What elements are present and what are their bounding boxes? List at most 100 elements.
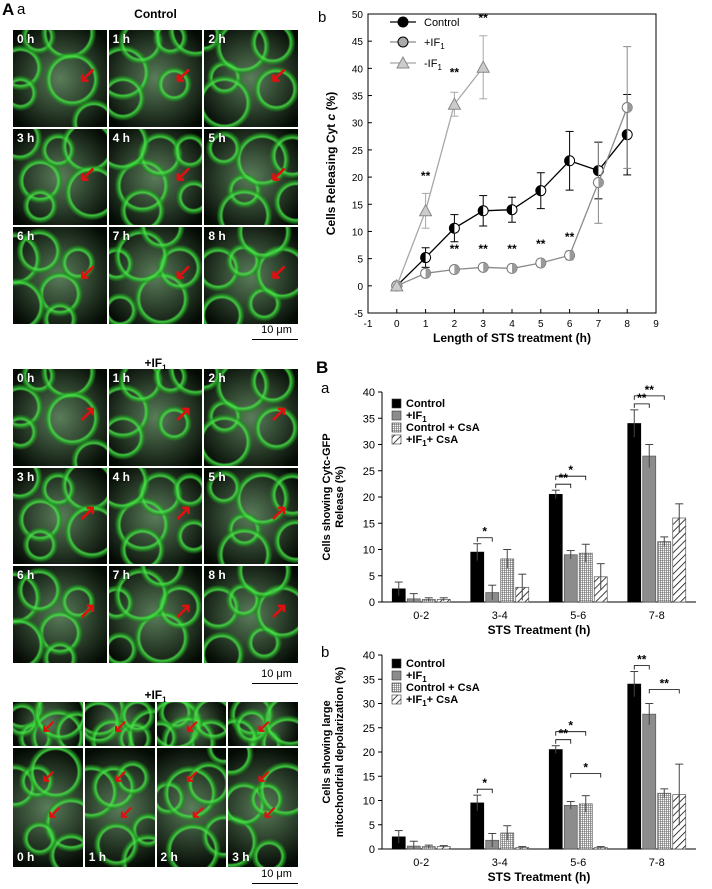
micrograph-title-control: Control xyxy=(134,7,177,21)
data-point-fill xyxy=(483,262,489,273)
timepoint-label: 0 h xyxy=(17,371,35,385)
series-line xyxy=(396,66,484,287)
y-tick-label: 15 xyxy=(352,200,364,211)
red-arrow-icon: ↙ xyxy=(269,160,288,186)
x-tick-label: 7 xyxy=(596,319,602,330)
y-tick-label: 40 xyxy=(352,64,364,75)
bar xyxy=(627,683,642,850)
legend-swatch xyxy=(391,658,402,669)
red-arrow-icon: ↙ xyxy=(256,716,272,736)
red-arrow-icon: ↙ xyxy=(184,766,200,786)
x-axis-label: Length of STS treatment (h) xyxy=(433,331,591,345)
micrograph-grid-if1-zoom: ↙ 0 h ↙ ↙ ↙ 1 h ↙ ↙ ↙ 2 h ↙ ↙ ↙ 3 h ↙ ↙ xyxy=(13,702,298,867)
scale-bar xyxy=(252,883,298,884)
y-tick-label: 40 xyxy=(363,650,375,662)
legend-label: Control xyxy=(424,17,459,29)
significance-bracket xyxy=(570,773,602,778)
significance-bracket xyxy=(555,731,587,736)
red-arrow-icon: ↙ xyxy=(262,802,278,822)
data-point-fill xyxy=(569,250,575,261)
bar xyxy=(642,455,657,603)
red-arrow-icon: ↙ xyxy=(184,716,200,736)
category-label: 3-4 xyxy=(492,610,508,622)
timepoint-label: 0 h xyxy=(17,32,35,46)
y-axis-label: Cells showing large xyxy=(321,700,333,803)
bar xyxy=(657,792,672,850)
y-tick-label: 25 xyxy=(363,466,375,478)
bar xyxy=(563,554,578,603)
bar xyxy=(657,541,672,603)
red-arrow-icon: ↗ xyxy=(269,499,288,525)
x-tick-label: 3 xyxy=(480,319,486,330)
data-point-fill xyxy=(449,223,455,234)
legend-label: Control xyxy=(406,398,445,410)
y-tick-label: 30 xyxy=(363,699,375,711)
legend-label: +IF1+ CsA xyxy=(406,434,458,448)
legend-swatch xyxy=(391,398,402,409)
significance-label: ** xyxy=(637,652,647,666)
micrograph-tile: ↙ xyxy=(13,702,83,746)
bar xyxy=(548,494,563,603)
data-point-fill xyxy=(478,205,484,216)
x-tick-label: 4 xyxy=(509,319,515,330)
micrograph-tile: 4 h ↙ xyxy=(108,128,203,226)
red-arrow-icon: ↙ xyxy=(41,716,57,736)
significance-label: ** xyxy=(450,66,460,80)
y-tick-label: 50 xyxy=(352,10,364,21)
legend-label: +IF1+ CsA xyxy=(406,694,458,708)
y-tick-label: 35 xyxy=(363,413,375,425)
category-label: 7-8 xyxy=(649,857,665,869)
y-tick-label: 40 xyxy=(363,387,375,399)
micrograph-tile: 2 h ↗ xyxy=(204,369,298,466)
y-tick-label: 15 xyxy=(363,771,375,783)
panel-label-b: B xyxy=(316,358,329,377)
timepoint-label: 5 h xyxy=(208,469,226,484)
significance-label: ** xyxy=(660,677,670,691)
significance-label: ** xyxy=(645,383,655,397)
red-arrow-icon: ↗ xyxy=(173,598,193,624)
red-arrow-icon: ↙ xyxy=(256,766,272,786)
data-point xyxy=(476,60,491,73)
red-arrow-icon: ↗ xyxy=(269,401,288,426)
red-arrow-icon: ↙ xyxy=(112,766,128,786)
x-tick-label: 5 xyxy=(538,319,544,330)
timepoint-label: 7 h xyxy=(112,568,130,583)
red-arrow-icon: ↗ xyxy=(269,598,288,624)
timepoint-label: 1 h xyxy=(112,371,130,385)
subpanel-label-bb: b xyxy=(321,644,330,661)
legend-marker xyxy=(396,55,410,69)
timepoint-label: 8 h xyxy=(208,229,226,244)
y-tick-label: 0 xyxy=(369,844,375,856)
subpanel-label-aa: a xyxy=(17,1,26,18)
red-arrow-icon: ↙ xyxy=(78,259,97,285)
y-tick-label: 30 xyxy=(352,119,364,130)
y-tick-label: 5 xyxy=(357,255,363,266)
category-label: 3-4 xyxy=(492,857,508,869)
timepoint-label: 6 h xyxy=(17,568,35,583)
red-arrow-icon: ↙ xyxy=(173,160,193,186)
x-tick-label: 8 xyxy=(624,319,630,330)
red-arrow-icon: ↙ xyxy=(78,160,97,186)
timepoint-label: 2 h xyxy=(208,32,226,46)
significance-bracket xyxy=(476,788,493,794)
legend-label: +IF1 xyxy=(406,670,427,684)
data-point-fill xyxy=(420,252,426,263)
subpanel-label-ab: b xyxy=(318,9,327,26)
timepoint-label: 1 h xyxy=(112,32,130,46)
bar xyxy=(642,713,657,850)
red-arrow-icon: ↗ xyxy=(173,499,193,525)
micrograph-tile: 7 h ↗ xyxy=(108,566,203,663)
timepoint-label: 2 h xyxy=(208,371,226,385)
timepoint-label: 4 h xyxy=(112,130,130,145)
legend-label: -IF1 xyxy=(424,58,442,72)
timepoint-label: 4 h xyxy=(112,469,130,484)
red-arrow-icon: ↙ xyxy=(118,802,134,822)
y-axis-label: mitochondrial depolarization (%) xyxy=(334,666,346,837)
red-arrow-icon: ↗ xyxy=(78,499,97,525)
legend-swatch xyxy=(391,670,402,681)
micrograph-tile: ↙ xyxy=(228,702,298,746)
data-point-fill xyxy=(535,185,541,196)
x-tick-label: 6 xyxy=(567,319,573,330)
red-arrow-icon: ↙ xyxy=(112,716,128,736)
data-point-fill xyxy=(454,264,460,275)
